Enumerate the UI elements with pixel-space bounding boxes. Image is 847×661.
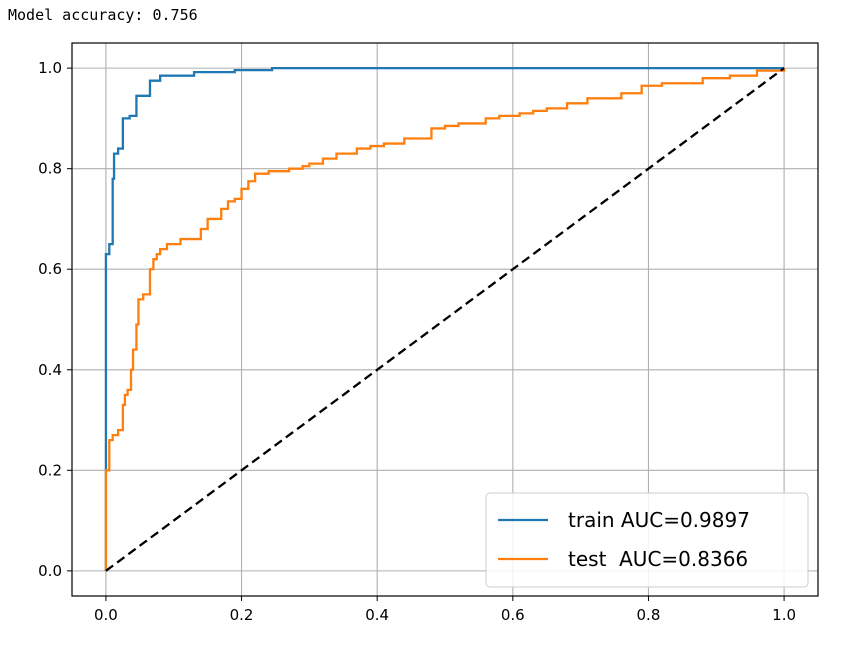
y-tick-label: 0.0 <box>38 562 62 580</box>
series-line-train <box>104 66 785 571</box>
legend-box <box>485 492 809 588</box>
x-tick-label: 0.2 <box>230 606 254 624</box>
legend-label: test AUC=0.8366 <box>568 547 748 571</box>
x-tick-label: 0.8 <box>637 606 661 624</box>
plot-frame <box>71 42 819 597</box>
axes-layer: 0.0 0.2 0.4 0.6 0.8 1.0 0.0 0.2 0.4 0.6 0.8 1.0 <box>38 42 819 624</box>
series-line-test <box>104 68 786 571</box>
y-tick-label: 0.4 <box>38 361 62 379</box>
y-tick-label: 0.8 <box>38 160 62 178</box>
x-tick-label: 1.0 <box>772 606 796 624</box>
x-tick-label: 0.4 <box>365 606 389 624</box>
chance-diagonal-line <box>105 67 785 572</box>
legend: train AUC=0.9897 test AUC=0.8366 <box>485 492 809 588</box>
y-tick-label: 0.2 <box>38 461 62 479</box>
legend-label: train AUC=0.9897 <box>568 508 750 532</box>
y-tick-label: 1.0 <box>38 59 62 77</box>
model-accuracy-output: Model accuracy: 0.756 <box>8 6 198 24</box>
y-tick-label: 0.6 <box>38 260 62 278</box>
x-tick-label: 0.0 <box>94 606 118 624</box>
series-layer <box>104 66 786 572</box>
x-tick-label: 0.6 <box>501 606 525 624</box>
